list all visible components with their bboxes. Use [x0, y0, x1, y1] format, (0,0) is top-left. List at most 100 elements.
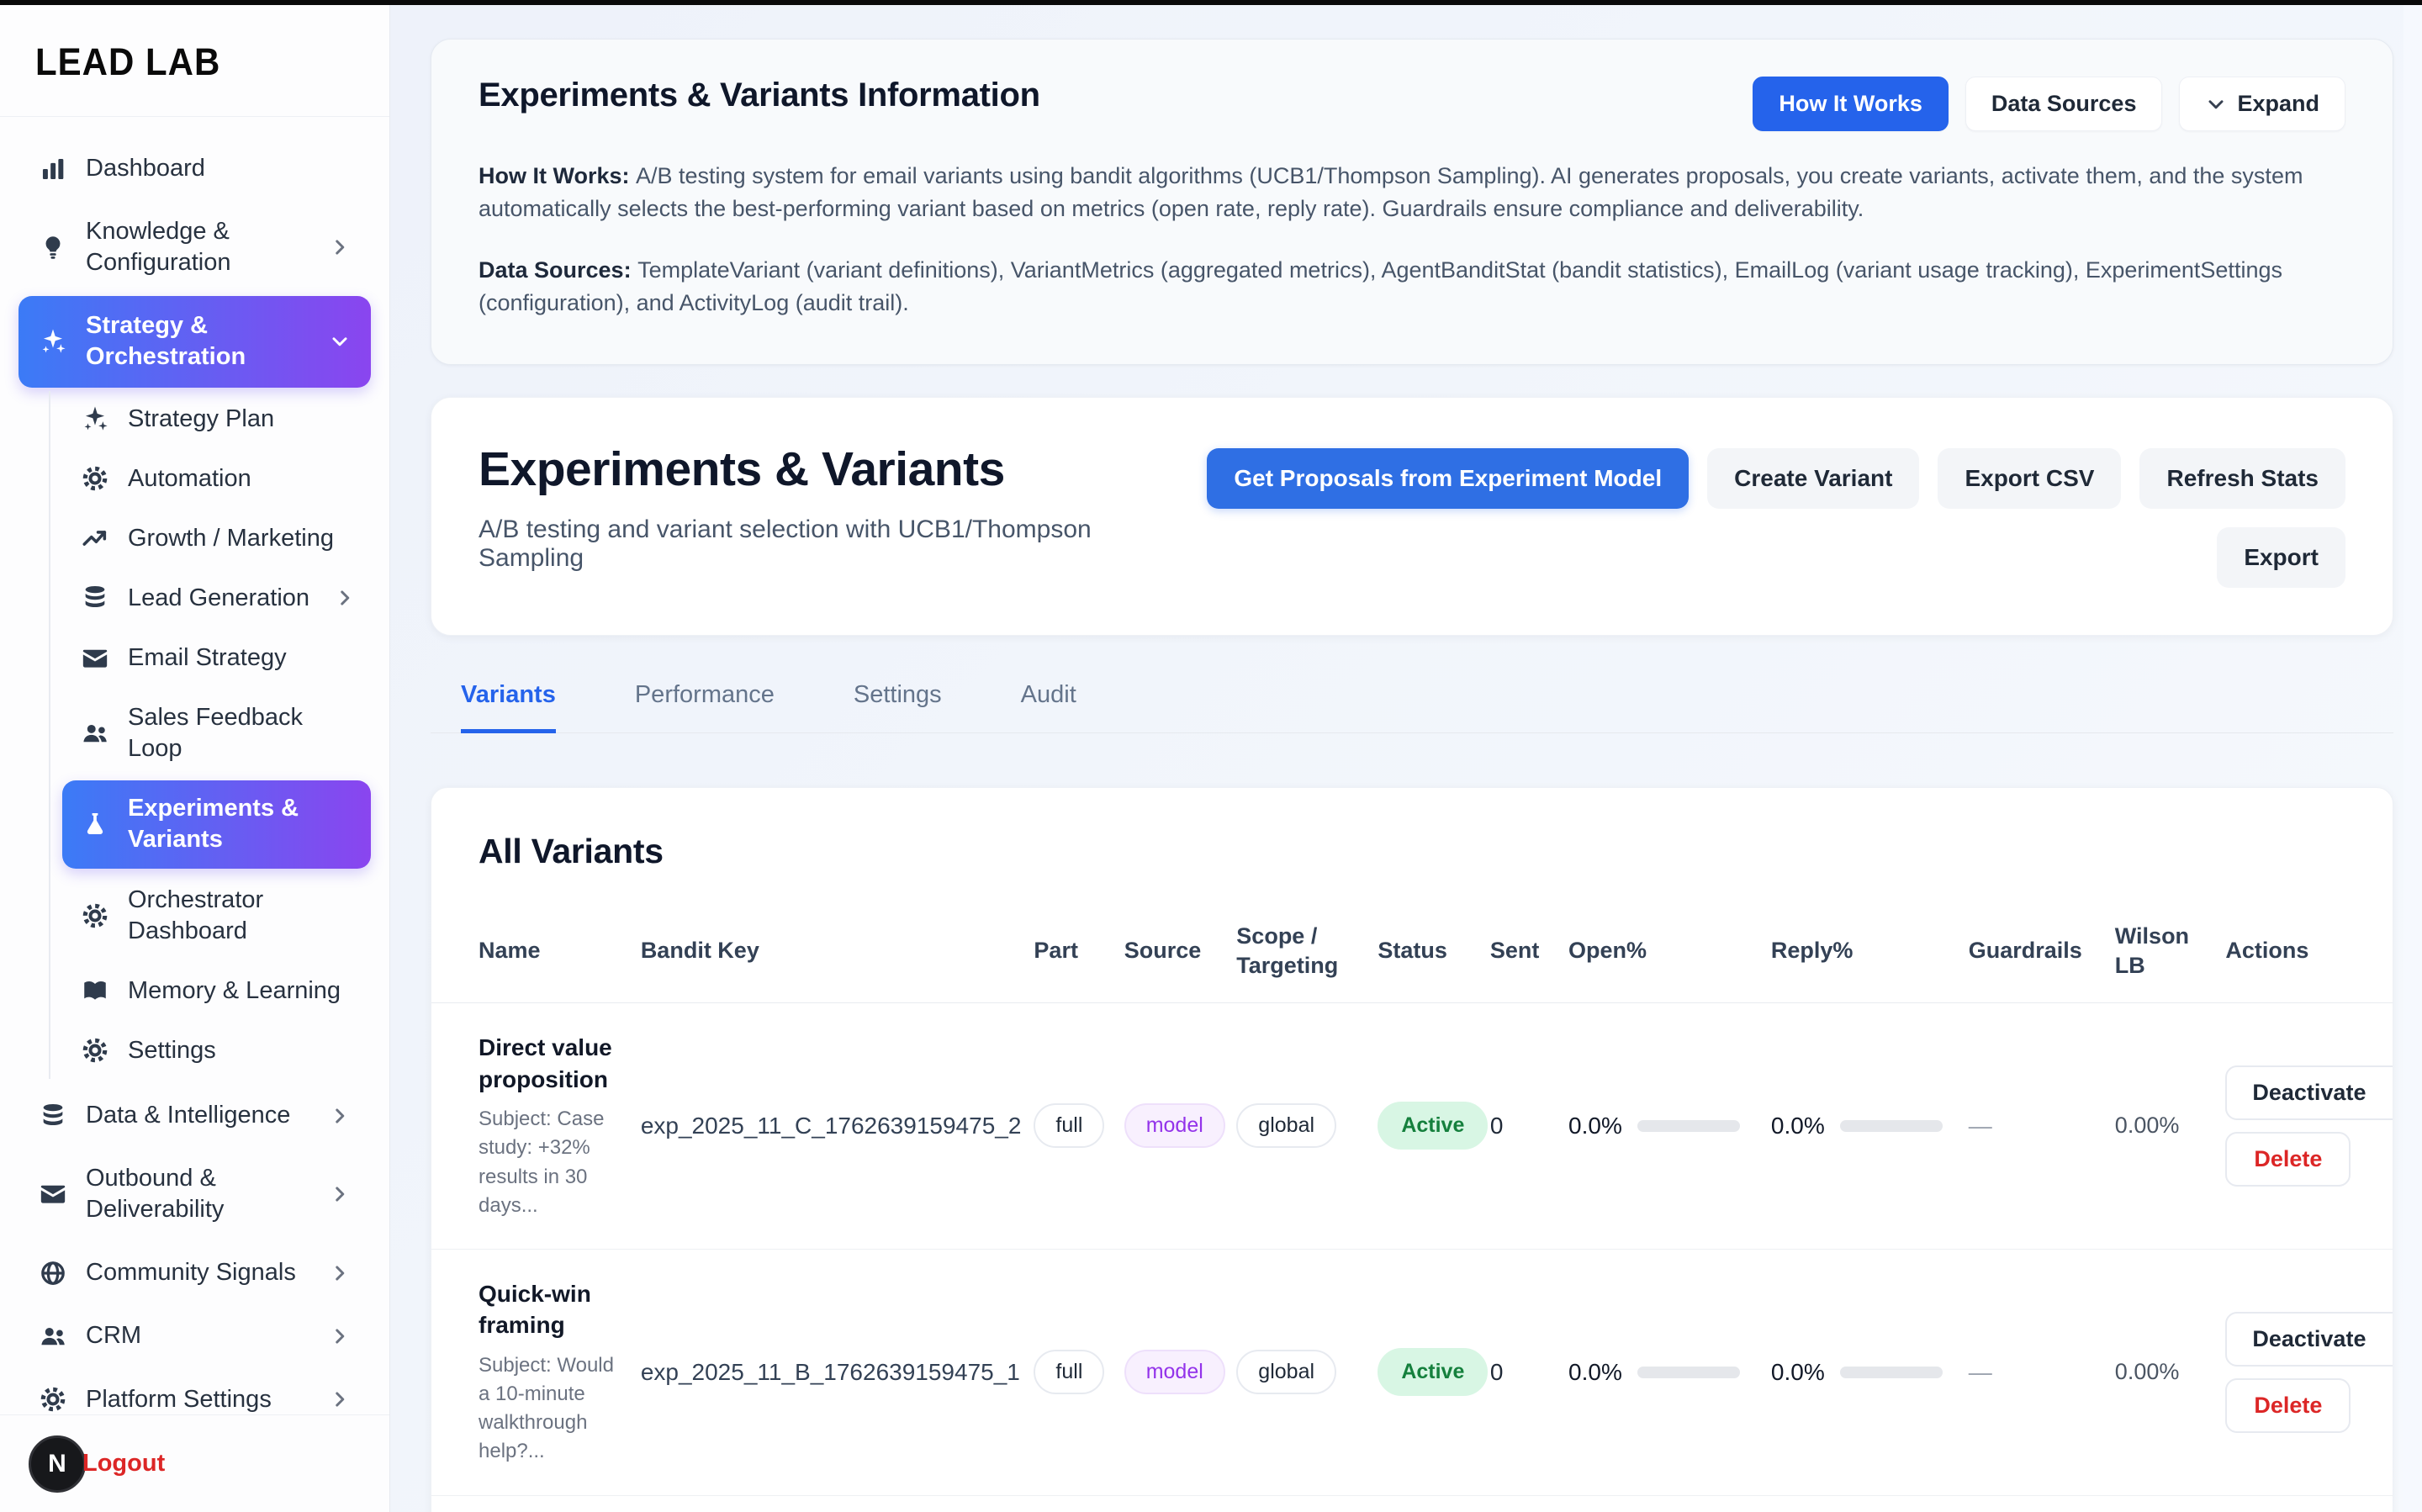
part-cell: full	[1022, 1495, 1113, 1512]
status-badge: Active	[1378, 1102, 1489, 1150]
sidebar-item-automation[interactable]: Automation	[62, 451, 371, 507]
deactivate-button[interactable]: Deactivate	[2225, 1065, 2393, 1120]
users-icon	[39, 1322, 67, 1351]
sidebar-item-label: Knowledge & Configuration	[86, 218, 231, 277]
delete-button[interactable]: Delete	[2225, 1131, 2351, 1187]
wilson-lb-cell: 0.00%	[2102, 1002, 2214, 1250]
sidebar-item-knowledge-configuration[interactable]: Knowledge & Configuration	[19, 202, 371, 293]
sidebar-item-label: Platform Settings	[86, 1385, 272, 1413]
sidebar: LEAD LAB Dashboard Knowledge & Configurat…	[0, 5, 390, 1512]
reply-progress-bar	[1839, 1366, 1943, 1378]
open-value: 0.0%	[1568, 1358, 1622, 1385]
tab-variants[interactable]: Variants	[461, 681, 556, 733]
main-content: Experiments & Variants Information How I…	[390, 5, 2422, 1512]
sidebar-item-outbound-deliverability[interactable]: Outbound & Deliverability	[19, 1149, 371, 1240]
sidebar-item-label: Sales Feedback Loop	[128, 704, 303, 763]
status-cell: Active	[1366, 1495, 1478, 1512]
reply-cell: 0.0%	[1758, 1495, 1957, 1512]
sidebar-item-experiments-variants[interactable]: Experiments & Variants	[62, 780, 371, 869]
sidebar-item-settings[interactable]: Settings	[62, 1023, 371, 1079]
source-cell: model	[1112, 1002, 1225, 1250]
sidebar-item-strategy-plan[interactable]: Strategy Plan	[62, 391, 371, 447]
page-header-card: Experiments & Variants A/B testing and v…	[431, 396, 2393, 636]
export-button[interactable]: Export	[2217, 526, 2345, 588]
sidebar-item-memory-learning[interactable]: Memory & Learning	[62, 963, 371, 1019]
part-cell: full	[1022, 1002, 1113, 1250]
open-cell: 0.0%	[1557, 1249, 1759, 1496]
sidebar-item-platform-settings[interactable]: Platform Settings	[19, 1370, 371, 1414]
envelope-icon	[81, 644, 109, 673]
sidebar-item-dashboard[interactable]: Dashboard	[19, 139, 371, 198]
info-card: Experiments & Variants Information How I…	[431, 39, 2393, 365]
actions-cell: Deactivate Delete	[2213, 1002, 2393, 1250]
source-cell: model	[1112, 1249, 1225, 1496]
info-paragraph: How It Works: A/B testing system for ema…	[479, 163, 2303, 222]
sidebar-item-label: Community Signals	[86, 1259, 296, 1287]
database-icon	[39, 1102, 67, 1130]
sidebar-item-data-intelligence[interactable]: Data & Intelligence	[19, 1086, 371, 1145]
info-card-title: Experiments & Variants Information	[479, 77, 1040, 114]
column-header-sent: Sent	[1478, 907, 1557, 1003]
sidebar-item-label: CRM	[86, 1322, 142, 1350]
source-badge: model	[1124, 1103, 1225, 1149]
sidebar-item-orchestrator-dashboard[interactable]: Orchestrator Dashboard	[62, 872, 371, 960]
sidebar-item-sales-feedback-loop[interactable]: Sales Feedback Loop	[62, 690, 371, 777]
bandit-key-cell: exp_2025_11_B_1762639159475_1	[628, 1249, 1023, 1496]
scrollbar-track[interactable]	[2403, 0, 2422, 1512]
page-subtitle: A/B testing and variant selection with U…	[479, 515, 1092, 572]
column-header-guardrails: Guardrails	[1956, 907, 2103, 1003]
variants-heading: All Variants	[479, 831, 664, 870]
gear-icon	[39, 1385, 67, 1414]
guardrails-cell: —	[1956, 1495, 2103, 1512]
sidebar-item-lead-generation[interactable]: Lead Generation	[62, 570, 371, 626]
open-progress-bar	[1637, 1366, 1740, 1378]
name-cell: Direct value proposition Subject: Case st…	[431, 1002, 629, 1250]
tab-settings[interactable]: Settings	[853, 680, 942, 708]
open-cell: 0.0%	[1557, 1495, 1759, 1512]
database-icon	[81, 584, 109, 612]
close-icon[interactable]	[327, 47, 357, 77]
sent-cell: 0	[1478, 1249, 1557, 1496]
variant-row-direct-value-proposition: Direct value proposition Subject: Case st…	[431, 1002, 2393, 1250]
avatar[interactable]: N	[29, 1435, 86, 1493]
column-header-status: Status	[1366, 907, 1478, 1003]
status-cell: Active	[1366, 1002, 1489, 1250]
sidebar-item-label: Outbound & Deliverability	[86, 1165, 225, 1224]
export-csv-button[interactable]: Export CSV	[1938, 447, 2122, 509]
sidebar-item-email-strategy[interactable]: Email Strategy	[62, 630, 371, 686]
sidebar-item-label: Orchestrator Dashboard	[128, 886, 264, 944]
chevron-right-icon	[329, 1262, 351, 1284]
sidebar-submenu: Strategy Plan Automation Growth / Marketin…	[49, 390, 371, 1079]
table-header-row: Name Bandit Key Part Source Scope / Targetin…	[431, 907, 2393, 1003]
expand-button[interactable]: Expand	[2179, 77, 2345, 131]
create-variant-button[interactable]: Create Variant	[1707, 447, 1920, 509]
deactivate-button[interactable]: Deactivate	[2225, 1311, 2393, 1367]
sidebar-item-growth-marketing[interactable]: Growth / Marketing	[62, 510, 371, 567]
info-card-body: How It Works: A/B testing system for ema…	[479, 160, 2345, 320]
bandit-key-cell: exp_2025_11_A_1762639159475_0	[628, 1495, 1023, 1512]
bar-chart-icon	[39, 155, 67, 183]
info-card-buttons: How It Works Data Sources Expand	[1753, 77, 2345, 131]
get-proposals-from-experiment-model-button[interactable]: Get Proposals from Experiment Model	[1207, 447, 1690, 509]
book-icon	[81, 976, 109, 1005]
refresh-stats-button[interactable]: Refresh Stats	[2139, 447, 2345, 509]
sidebar-item-community-signals[interactable]: Community Signals	[19, 1243, 371, 1303]
delete-button[interactable]: Delete	[2225, 1377, 2351, 1433]
tab-performance[interactable]: Performance	[634, 680, 775, 708]
how-it-works-button[interactable]: How It Works	[1753, 77, 1949, 131]
logout-button[interactable]: Logout	[82, 1450, 166, 1477]
chevron-down-icon	[2205, 93, 2227, 115]
column-header-part: Part	[1022, 907, 1113, 1003]
wilson-lb-cell: 0.00%	[2102, 1249, 2214, 1496]
sidebar-item-crm[interactable]: CRM	[19, 1306, 371, 1366]
page-title: Experiments & Variants	[479, 441, 1005, 496]
data-sources-button[interactable]: Data Sources	[1965, 77, 2163, 131]
sidebar-item-strategy-orchestration[interactable]: Strategy & Orchestration	[19, 296, 371, 388]
scope-cell: global	[1224, 1249, 1367, 1496]
sidebar-item-label: Automation	[128, 464, 251, 492]
variant-subject: Subject: Case study: +32% results in 30 …	[479, 1108, 605, 1217]
tab-audit[interactable]: Audit	[1020, 680, 1076, 708]
reply-value: 0.0%	[1770, 1358, 1825, 1385]
scope-cell: global	[1224, 1495, 1367, 1512]
